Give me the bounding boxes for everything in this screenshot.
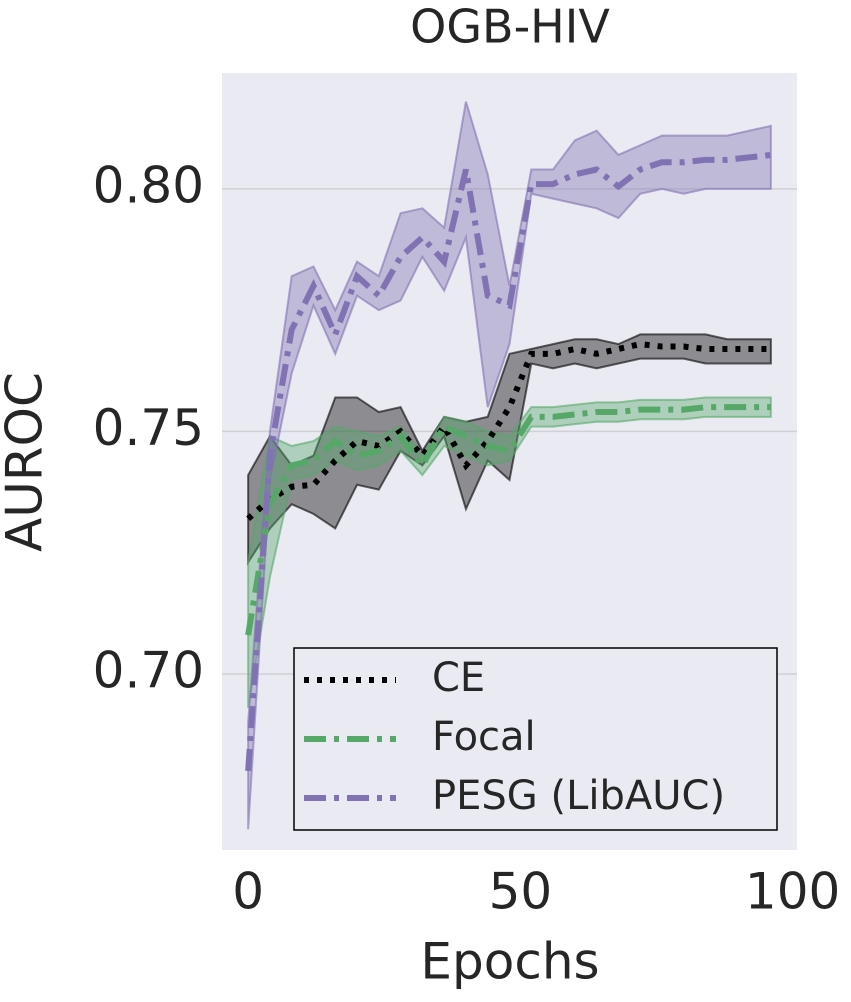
series-line (245, 404, 771, 636)
x-tick-label: 50 (489, 863, 553, 921)
series-line (246, 341, 771, 521)
y-axis-label: AUROC (0, 372, 54, 552)
x-tick-label: 100 (745, 863, 840, 921)
confidence-band (247, 333, 772, 566)
grid: 0.70 0.75 0.80 0 50 100 (93, 156, 841, 920)
legend-box (293, 647, 778, 831)
lines (245, 151, 772, 772)
legend-label: PESG (LibAUC) (432, 773, 725, 819)
x-tick-label: 0 (232, 863, 264, 921)
y-tick-label: 0.75 (93, 399, 204, 457)
legend: CE Focal PESG (LibAUC) (293, 647, 778, 831)
series-line (245, 151, 772, 772)
confidence-band (247, 101, 772, 830)
chart-title: OGB-HIV (410, 0, 610, 54)
legend-label: Focal (432, 714, 536, 760)
y-tick-label: 0.70 (93, 641, 204, 699)
y-tick-label: 0.80 (93, 156, 204, 214)
bands (247, 101, 772, 830)
x-axis-label: Epochs (420, 933, 599, 991)
legend-label: CE (432, 655, 485, 701)
confidence-band (247, 396, 772, 709)
